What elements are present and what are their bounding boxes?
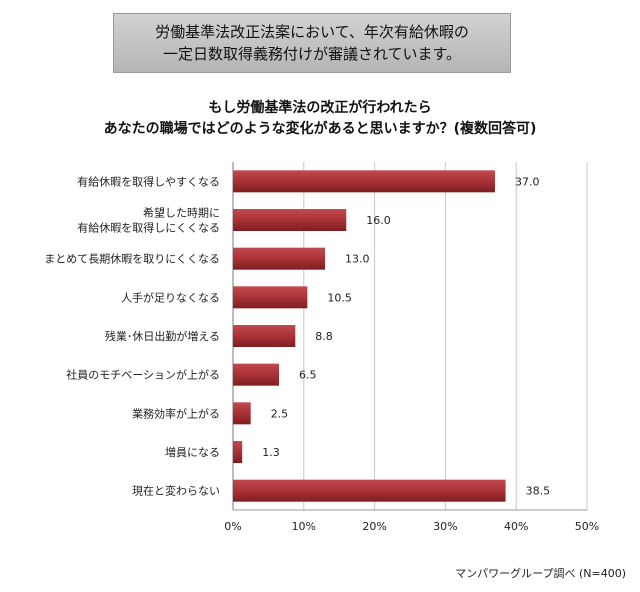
question-line-1: もし労働基準法の改正が行われたら bbox=[208, 100, 432, 116]
value-label: 8.8 bbox=[315, 330, 333, 343]
value-label: 16.0 bbox=[366, 214, 391, 227]
category-label: 増員になる bbox=[165, 446, 220, 459]
x-tick-label: 30% bbox=[433, 520, 457, 533]
bar bbox=[233, 441, 243, 463]
value-label: 1.3 bbox=[262, 446, 280, 459]
banner-line-2: 一定日数取得義務付けが審議されています。 bbox=[162, 45, 462, 63]
category-label: 有給休暇を取得しやすくなる bbox=[77, 174, 220, 188]
category-label: 有給休暇を取得しにくくなる bbox=[77, 221, 220, 235]
value-label: 10.5 bbox=[327, 291, 352, 304]
bar bbox=[233, 170, 495, 193]
source-note: マンパワーグループ調べ (N=400) bbox=[455, 567, 626, 580]
x-tick-label: 0% bbox=[224, 520, 241, 533]
question-line-2: あなたの職場ではどのような変化があると思いますか？(複数回答可) bbox=[103, 121, 537, 137]
category-label: 業務効率が上がる bbox=[132, 406, 220, 420]
category-label: 残業･休日出勤が増える bbox=[105, 329, 220, 343]
bar bbox=[233, 247, 326, 270]
category-label: 希望した時期に bbox=[143, 206, 220, 220]
x-tick-label: 20% bbox=[362, 520, 386, 533]
value-label: 6.5 bbox=[299, 369, 317, 382]
x-tick-label: 10% bbox=[292, 520, 316, 533]
value-label: 38.5 bbox=[526, 485, 551, 498]
header-banner: 労働基準法改正法案において、年次有給休暇の 一定日数取得義務付けが審議されていま… bbox=[113, 13, 511, 73]
category-label: まとめて長期休暇を取りにくくなる bbox=[44, 253, 220, 266]
category-label: 現在と変わらない bbox=[132, 484, 220, 498]
chart-question: もし労働基準法の改正が行われたら あなたの職場ではどのような変化があると思います… bbox=[0, 98, 640, 140]
category-label: 社員のモチベーションが上がる bbox=[66, 368, 220, 382]
bar bbox=[233, 363, 280, 386]
category-label: 人手が足りなくなる bbox=[121, 290, 220, 304]
value-label: 2.5 bbox=[271, 407, 289, 420]
bar bbox=[233, 402, 251, 425]
value-label: 37.0 bbox=[515, 175, 540, 188]
value-label: 13.0 bbox=[345, 253, 370, 266]
bar bbox=[233, 286, 308, 309]
bar bbox=[233, 209, 347, 231]
banner-line-1: 労働基準法改正法案において、年次有給休暇の bbox=[155, 23, 469, 41]
x-tick-label: 50% bbox=[575, 520, 599, 533]
bar bbox=[233, 325, 296, 347]
x-tick-label: 40% bbox=[504, 520, 528, 533]
bar bbox=[233, 479, 506, 502]
